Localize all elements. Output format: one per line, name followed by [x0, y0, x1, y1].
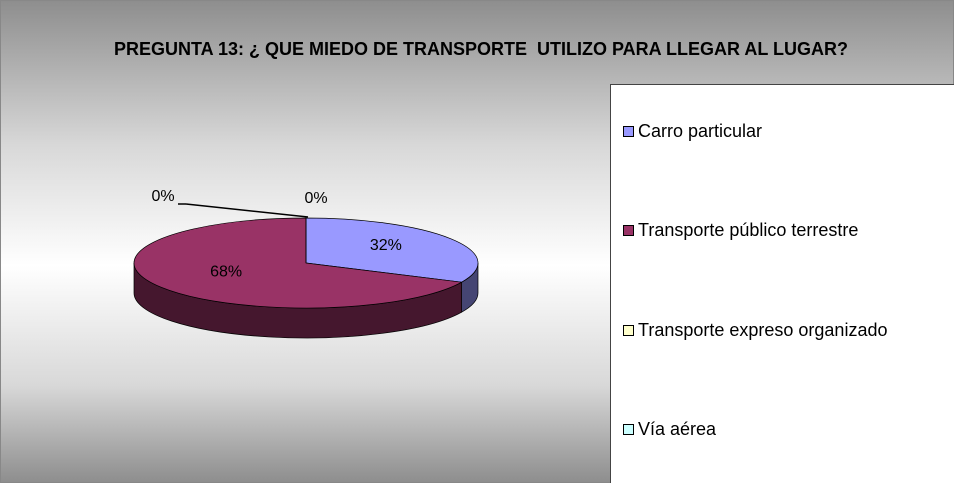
- legend-swatch: [623, 324, 634, 336]
- legend-swatch: [623, 125, 634, 137]
- data-label: 68%: [210, 263, 242, 280]
- legend-entry: Vía aérea: [623, 419, 716, 440]
- slice: [305, 217, 479, 283]
- legend-entry: Transporte público terrestre: [623, 220, 858, 241]
- leader-line: [185, 203, 309, 218]
- legend-entry: Carro particular: [623, 121, 762, 142]
- legend-label: Vía aérea: [638, 419, 717, 440]
- legend: Carro particular Transporte público terre…: [610, 84, 954, 483]
- legend-label: Transporte público terrestre: [638, 220, 859, 241]
- legend-entry: Transporte expreso organizado: [623, 320, 887, 341]
- plot: 32% 68% 0% 0%: [133, 188, 479, 339]
- chart-title: PREGUNTA 13: ¿ QUE MIEDO DE TRANSPORTE U…: [113, 39, 848, 59]
- legend-swatch: [623, 424, 634, 436]
- legend-label: Transporte expreso organizado: [638, 319, 888, 340]
- data-label: 0%: [304, 190, 327, 207]
- data-label: 32%: [370, 237, 402, 254]
- data-label: 0%: [151, 188, 174, 205]
- slice: [133, 217, 463, 309]
- legend-swatch: [623, 225, 634, 237]
- legend-label: Carro particular: [638, 120, 763, 141]
